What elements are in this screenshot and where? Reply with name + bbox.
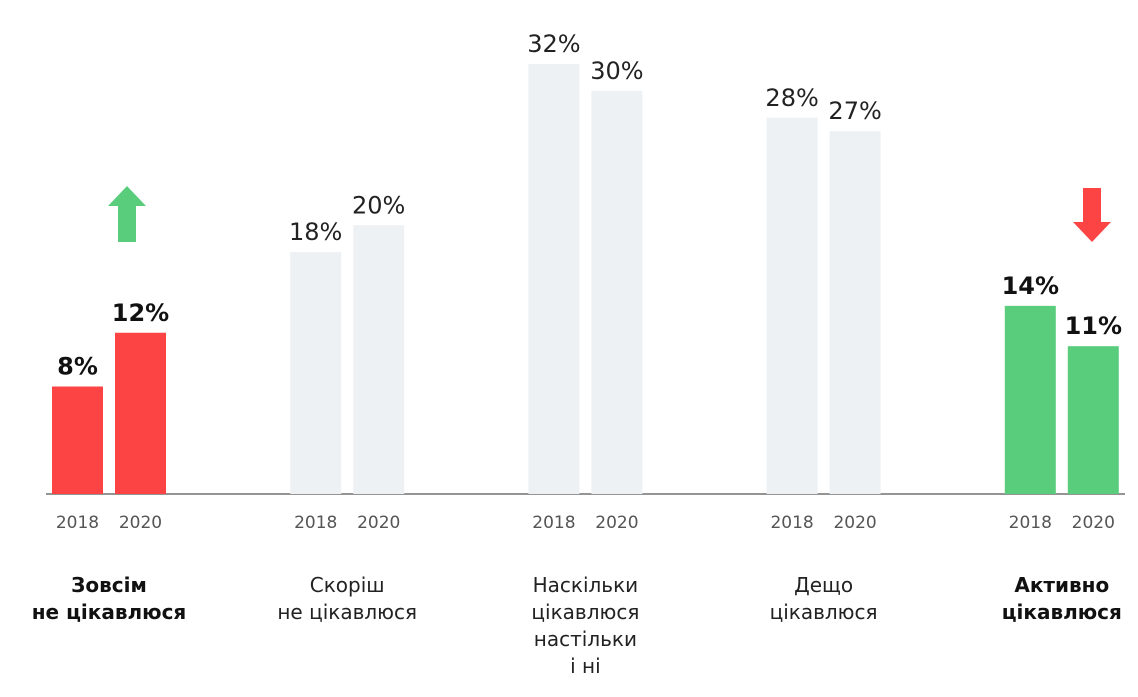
category-label: Наскільки цікавлюся настільки і ні: [531, 573, 640, 678]
bar: [591, 90, 643, 494]
value-label: 20%: [352, 191, 405, 219]
year-label: 2018: [1009, 513, 1052, 533]
category-label: Активно цікавлюся: [1001, 573, 1122, 624]
bar: [829, 131, 881, 494]
value-label: 27%: [828, 97, 881, 125]
year-label: 2018: [770, 513, 813, 533]
year-label: 2020: [1072, 513, 1115, 533]
value-label: 30%: [590, 57, 643, 85]
category-label: Скоріш не цікавлюся: [277, 573, 418, 624]
category-label: Зовсім не цікавлюся: [31, 573, 187, 624]
value-label: 14%: [1002, 272, 1059, 300]
bar: [290, 252, 342, 494]
up-arrow: [108, 186, 146, 242]
bar: [115, 332, 166, 494]
category-label: Дещо цікавлюся: [769, 573, 878, 624]
year-label: 2018: [294, 513, 337, 533]
bar: [1004, 305, 1056, 494]
value-label: 8%: [57, 353, 98, 381]
year-label: 2018: [532, 513, 575, 533]
bar: [766, 117, 818, 494]
value-label: 12%: [112, 299, 169, 327]
value-label: 18%: [289, 218, 342, 246]
value-label: 11%: [1065, 312, 1122, 340]
year-label: 2020: [833, 513, 876, 533]
year-label: 2020: [357, 513, 400, 533]
value-label: 32%: [527, 30, 580, 58]
year-label: 2020: [595, 513, 638, 533]
bar: [353, 225, 405, 494]
year-label: 2020: [119, 513, 162, 533]
value-label: 28%: [765, 84, 818, 112]
bar: [1067, 346, 1119, 494]
bar: [528, 64, 580, 494]
bar: [52, 386, 103, 494]
year-label: 2018: [56, 513, 99, 533]
down-arrow: [1073, 188, 1111, 242]
